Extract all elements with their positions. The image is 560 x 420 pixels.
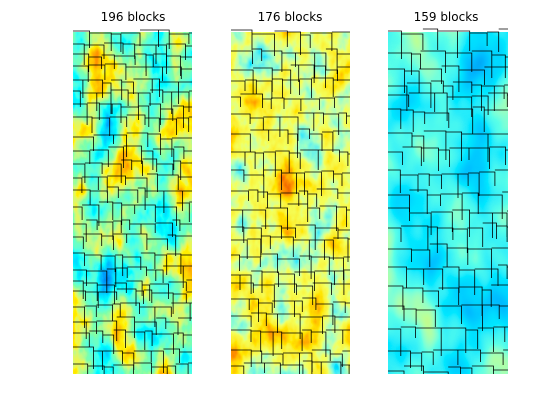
panel: 176 blocks [231, 10, 350, 374]
panel-title: 176 blocks [258, 10, 323, 24]
panel: 159 blocks [388, 10, 508, 374]
heatmap [388, 32, 508, 374]
heatmap [73, 32, 192, 374]
block-outline [73, 29, 192, 374]
block-outline [388, 28, 508, 374]
panel-title: 159 blocks [414, 10, 479, 24]
panel-title: 196 blocks [101, 10, 166, 24]
block-outline [231, 29, 350, 374]
block-outlines [73, 28, 508, 374]
